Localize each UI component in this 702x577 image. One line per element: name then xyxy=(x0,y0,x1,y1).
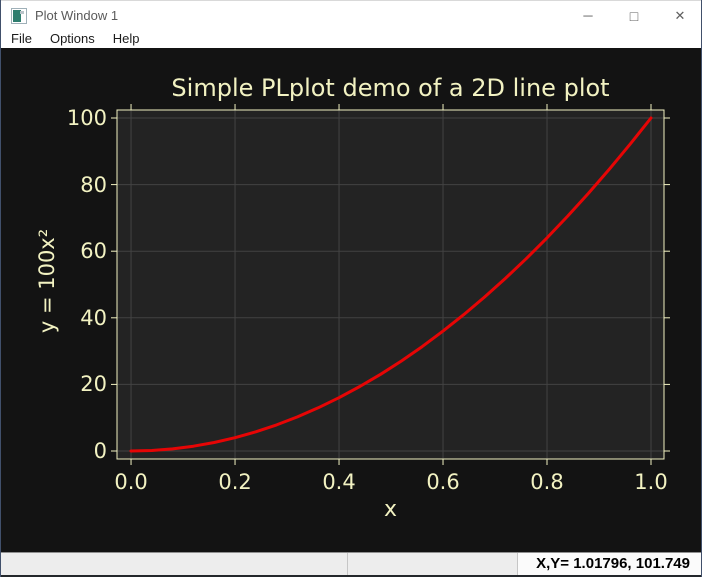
plot-canvas[interactable]: Simple PLplot demo of a 2D line plot x y… xyxy=(1,48,701,552)
close-icon: ✕ xyxy=(674,8,686,23)
plplot-app-icon xyxy=(11,8,27,24)
x-axis-label: x xyxy=(383,497,398,522)
y-tick-label: 80 xyxy=(80,172,107,197)
y-tick-label: 40 xyxy=(80,305,107,330)
minimize-button[interactable]: ─ xyxy=(565,1,611,31)
x-tick-label: 0.6 xyxy=(426,470,460,494)
app-icon-mark xyxy=(20,11,24,14)
y-tick-label: 20 xyxy=(80,372,107,397)
y-tick-label: 0 xyxy=(93,439,107,463)
minimize-icon: ─ xyxy=(583,8,593,23)
menu-bar: File Options Help xyxy=(1,30,701,48)
x-tick-label: 0.8 xyxy=(530,470,564,494)
menu-file[interactable]: File xyxy=(11,31,32,46)
status-bar: X,Y= 1.01796, 101.749 xyxy=(1,552,701,575)
chart-title: Simple PLplot demo of a 2D line plot xyxy=(171,74,610,102)
menu-help[interactable]: Help xyxy=(112,31,140,46)
y-tick-label: 100 xyxy=(66,105,107,130)
window-title: Plot Window 1 xyxy=(35,8,119,23)
x-tick-label: 0.2 xyxy=(218,470,252,494)
data-curve xyxy=(129,116,653,453)
y-tick-label: 60 xyxy=(80,239,107,264)
plot-area-background xyxy=(117,110,664,459)
maximize-button[interactable]: □ xyxy=(611,1,657,31)
status-section-middle xyxy=(348,553,518,575)
close-button[interactable]: ✕ xyxy=(657,1,701,31)
x-tick-label: 0.0 xyxy=(114,470,148,494)
title-bar[interactable]: Plot Window 1 ─ □ ✕ xyxy=(1,0,701,31)
menu-options[interactable]: Options xyxy=(49,31,95,46)
window-bottom-border xyxy=(1,575,701,577)
y-axis-label: y = 100x² xyxy=(35,228,59,334)
x-tick-label: 0.4 xyxy=(322,470,356,494)
plot-box xyxy=(116,109,665,460)
status-section-left xyxy=(1,553,348,575)
cursor-coordinates: X,Y= 1.01796, 101.749 xyxy=(518,553,701,575)
x-tick-label: 1.0 xyxy=(634,470,668,494)
maximize-icon: □ xyxy=(629,8,639,24)
app-icon-shape xyxy=(13,10,21,22)
plot-svg xyxy=(111,104,670,465)
